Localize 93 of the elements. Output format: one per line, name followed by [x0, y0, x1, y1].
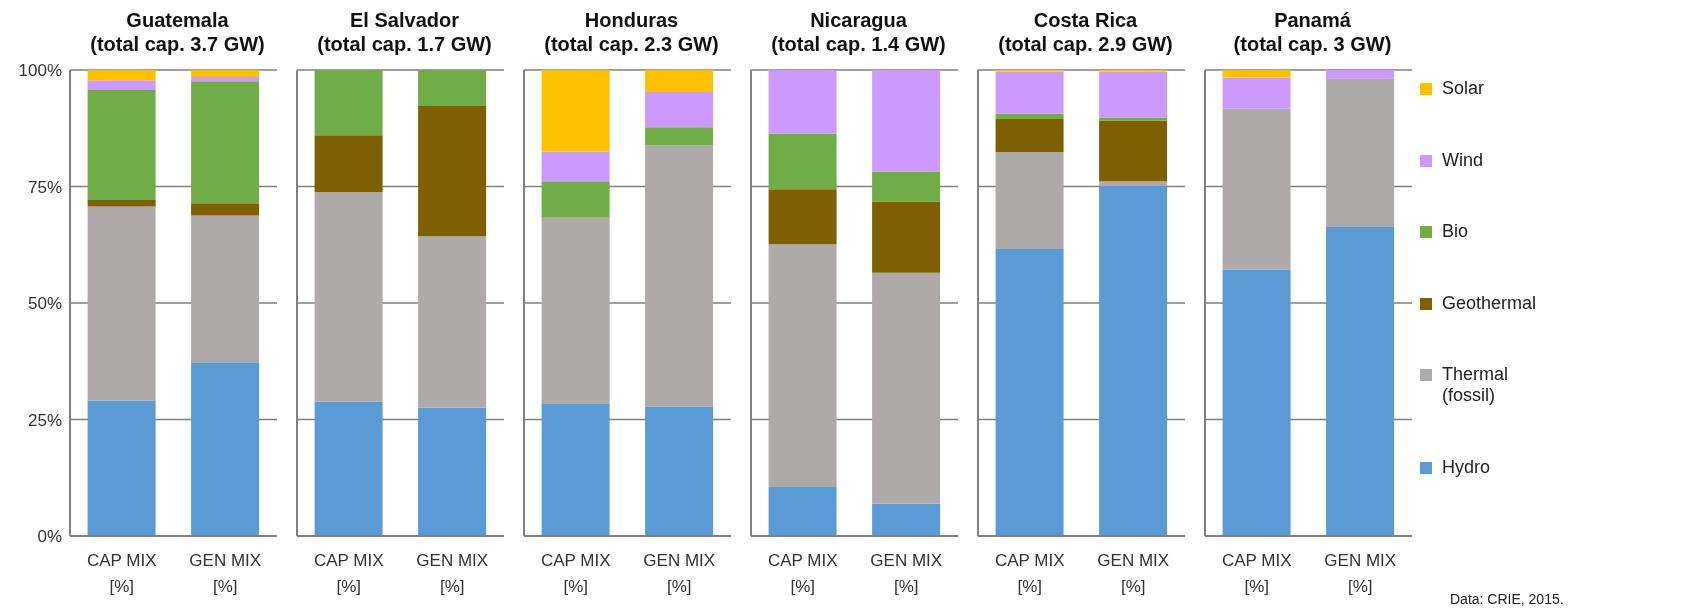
legend-label: Wind: [1442, 149, 1484, 171]
bar: [191, 215, 260, 363]
chart-title: Honduras: [583, 8, 680, 32]
bar: [1222, 108, 1291, 270]
y-tick-label: 75%: [27, 177, 62, 197]
bar: [995, 152, 1064, 249]
bar: [1099, 71, 1168, 118]
x-tick-label: CAP MIX [%]: [1221, 551, 1292, 596]
bar: [768, 487, 837, 536]
x-tick-label: CAP MIX [%]: [767, 551, 838, 596]
bar: [872, 201, 941, 273]
x-tick-label: CAP MIX [%]: [994, 551, 1065, 596]
chart-subtitle: (total cap. 2.3 GW): [543, 32, 720, 56]
x-tick-label: GEN MIX [%]: [643, 551, 716, 596]
bar: [768, 70, 837, 134]
legend-label: Thermal (fossil): [1442, 364, 1509, 407]
bar: [541, 404, 610, 536]
text: Data: CRIE, 2015.: [1450, 590, 1565, 608]
bar: [191, 81, 260, 204]
bar: [1099, 120, 1168, 182]
x-tick-label: CAP MIX [%]: [313, 551, 384, 596]
bar: [541, 217, 610, 405]
bar: [995, 248, 1064, 536]
bar: [1222, 77, 1291, 109]
y-tick-label: 25%: [27, 410, 62, 430]
bar: [314, 401, 383, 536]
chart-subtitle: (total cap. 3 GW): [1232, 32, 1393, 56]
bar: [1099, 181, 1168, 187]
x-tick-label: CAP MIX [%]: [540, 551, 611, 596]
x-tick-label: GEN MIX [%]: [1324, 551, 1397, 596]
bar: [872, 272, 941, 504]
bar: [191, 70, 260, 77]
bar: [87, 80, 156, 91]
bar: [995, 71, 1064, 114]
bar: [768, 244, 837, 488]
bar: [1099, 186, 1168, 536]
bar: [872, 503, 941, 536]
x-tick-label: GEN MIX [%]: [416, 551, 489, 596]
bar: [645, 145, 714, 407]
bar: [1222, 269, 1291, 536]
y-tick-label: 50%: [27, 294, 62, 314]
bar: [1326, 70, 1395, 79]
chart-title: Costa Rica: [1032, 8, 1139, 32]
bar: [872, 171, 941, 202]
bar: [314, 70, 383, 136]
bar: [1326, 78, 1395, 228]
x-tick-label: CAP MIX [%]: [86, 551, 157, 596]
chart-title: Guatemala: [125, 8, 230, 32]
x-tick-label: GEN MIX [%]: [1097, 551, 1170, 596]
bar: [1326, 227, 1395, 536]
chart-subtitle: (total cap. 2.9 GW): [997, 32, 1174, 56]
bar: [418, 407, 487, 536]
bar: [418, 70, 487, 106]
bar: [314, 192, 383, 402]
bar: [87, 400, 156, 536]
bar: [87, 70, 156, 81]
bar: [191, 76, 260, 82]
bar: [87, 206, 156, 401]
legend-label: Geothermal: [1442, 292, 1538, 314]
legend-label: Bio: [1442, 221, 1469, 243]
y-tick-label: 100%: [18, 61, 62, 81]
bar: [541, 181, 610, 218]
bar: [191, 362, 260, 536]
legend-label: Hydro: [1442, 456, 1491, 478]
bar: [191, 203, 260, 216]
bar: [995, 118, 1064, 153]
bar: [541, 151, 610, 182]
bar: [1222, 70, 1291, 78]
bar: [418, 236, 487, 408]
bar: [768, 189, 837, 245]
chart-subtitle: (total cap. 1.7 GW): [316, 32, 493, 56]
bar: [87, 200, 156, 207]
bar: [645, 70, 714, 92]
bar: [541, 70, 610, 152]
bar: [1099, 117, 1168, 121]
chart-subtitle: (total cap. 1.4 GW): [770, 32, 947, 56]
bar: [87, 90, 156, 201]
bar: [872, 70, 941, 172]
chart-title: Panamá: [1273, 8, 1352, 32]
x-tick-label: GEN MIX [%]: [870, 551, 943, 596]
chart-title: Nicaragua: [809, 8, 908, 32]
bar: [418, 105, 487, 237]
bar: [645, 127, 714, 146]
x-tick-label: GEN MIX [%]: [189, 551, 262, 596]
bar: [768, 133, 837, 190]
y-tick-label: 0%: [37, 527, 62, 547]
bar: [645, 406, 714, 536]
legend-label: Solar: [1442, 78, 1486, 99]
chart-subtitle: (total cap. 3.7 GW): [89, 32, 266, 56]
bar: [314, 135, 383, 193]
bar: [995, 113, 1064, 119]
bar: [645, 91, 714, 128]
chart-title: El Salvador: [349, 8, 460, 32]
